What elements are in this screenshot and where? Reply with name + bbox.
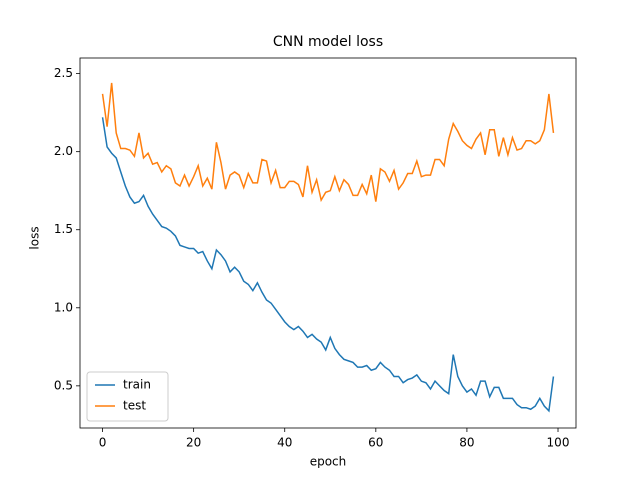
x-tick-label: 80 [459, 436, 474, 450]
series-line [101, 82, 555, 203]
plot-frame [79, 57, 577, 429]
x-tick-label: 100 [547, 436, 570, 450]
chart-title: CNN model loss [273, 34, 383, 50]
x-tick-label: 0 [99, 436, 107, 450]
y-tick-label: 0.5 [54, 378, 73, 392]
y-tick-label: 1.5 [54, 222, 73, 236]
y-tick-label: 1.0 [54, 300, 73, 314]
y-tick-label: 2.5 [54, 66, 73, 80]
x-tick-label: 20 [186, 436, 201, 450]
legend-label: train [123, 378, 151, 392]
y-axis-label: loss [28, 226, 42, 249]
x-tick-label: 40 [277, 436, 292, 450]
series-line [101, 117, 555, 413]
x-axis-label: epoch [310, 455, 347, 469]
y-tick-label: 2.0 [54, 144, 73, 158]
x-tick-label: 60 [368, 436, 383, 450]
legend-label: test [123, 399, 146, 413]
